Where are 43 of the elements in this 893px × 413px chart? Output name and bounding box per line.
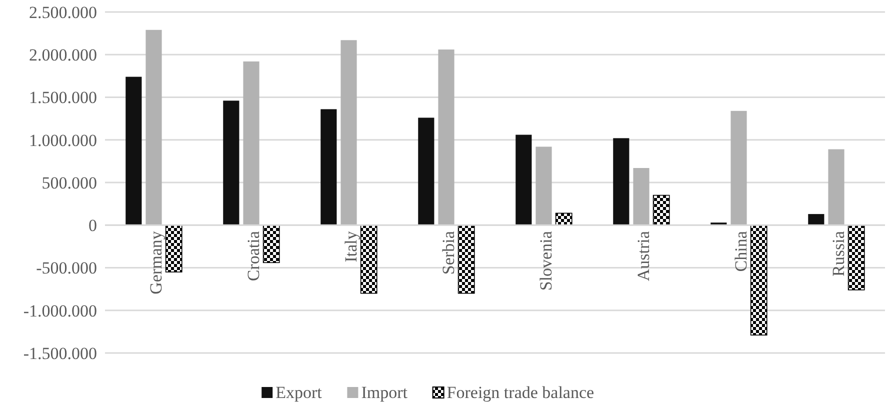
- bar: [262, 224, 280, 264]
- y-tick-label: -1.000.000: [23, 301, 97, 320]
- bar: [536, 146, 552, 226]
- y-tick-label: 1.000.000: [29, 130, 97, 150]
- bar: [223, 100, 240, 226]
- legend-label: Export: [276, 383, 322, 402]
- y-tick-label: 0: [88, 216, 97, 236]
- bar: [418, 118, 434, 226]
- y-tick-label: 1.500.000: [29, 88, 97, 108]
- bar: [613, 138, 630, 226]
- bar: [730, 110, 747, 226]
- x-tick-label: Serbia: [439, 230, 458, 275]
- y-tick-label: 2.500.000: [29, 2, 97, 22]
- x-tick-label: China: [732, 230, 751, 272]
- x-tick-label: Austria: [634, 230, 654, 282]
- x-tick-label: Slovenia: [536, 230, 556, 291]
- x-tick-label: Croatia: [244, 230, 264, 282]
- x-tick-label: Russia: [829, 230, 848, 276]
- bar: [320, 109, 337, 226]
- bar: [360, 224, 378, 294]
- x-tick-label: Germany: [146, 230, 166, 294]
- bar: [652, 194, 670, 226]
- legend-label: Import: [361, 383, 408, 402]
- bar: [243, 61, 260, 226]
- bar: [165, 224, 182, 272]
- y-tick-label: 500.000: [42, 173, 97, 192]
- x-tick-label: Italy: [342, 230, 361, 262]
- y-tick-label: 2.000.000: [29, 46, 97, 65]
- y-tick-label: -500.000: [36, 258, 97, 278]
- bar: [750, 224, 768, 336]
- bar: [458, 224, 475, 294]
- bar: [516, 134, 532, 226]
- bar: [126, 76, 142, 226]
- bar: [146, 30, 162, 226]
- legend-label: Foreign trade balance: [446, 383, 594, 402]
- bar: [438, 50, 454, 226]
- bar: [808, 214, 824, 226]
- bar: [555, 212, 572, 226]
- bar: [828, 149, 844, 226]
- bar: [340, 40, 357, 226]
- bar: [633, 168, 650, 226]
- y-tick-label: -1.500.000: [23, 344, 97, 363]
- bar: [848, 224, 865, 290]
